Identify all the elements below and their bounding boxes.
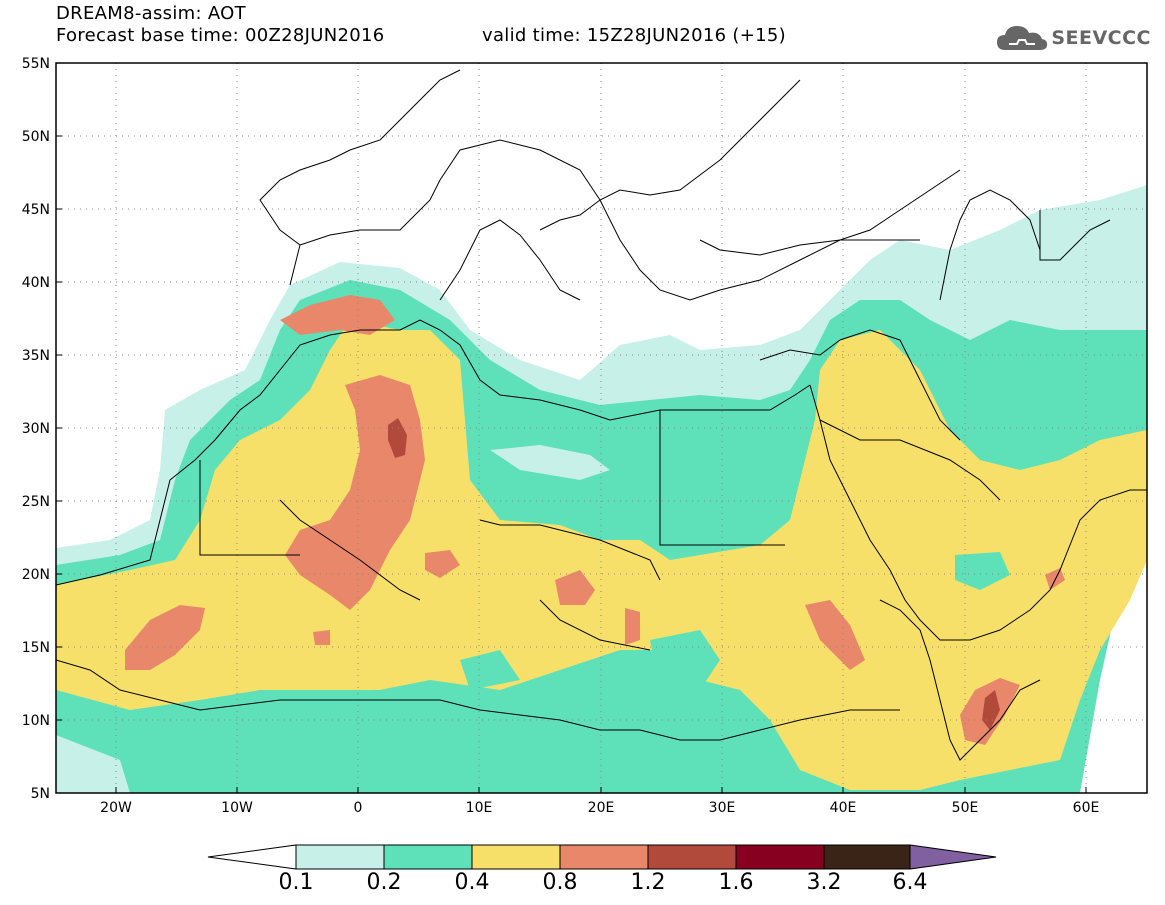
colorbar-swatch xyxy=(559,844,649,870)
lat-label: 55N xyxy=(22,56,50,72)
colorbar-label: 1.2 xyxy=(630,870,666,895)
lat-label: 40N xyxy=(22,275,50,291)
lat-label: 20N xyxy=(22,567,50,583)
lat-label: 15N xyxy=(22,640,50,656)
lat-label: 10N xyxy=(22,713,50,729)
aot-patch-5 xyxy=(490,445,610,480)
aot-patch-9 xyxy=(555,570,595,605)
aot-patch-6 xyxy=(280,295,395,335)
colorbar-swatch xyxy=(383,844,473,870)
lon-label: 30E xyxy=(709,800,736,816)
aot-patch-13 xyxy=(625,608,640,645)
colorbar-swatch xyxy=(295,844,385,870)
colorbar-swatch xyxy=(823,844,911,870)
aot-patch-4 xyxy=(460,650,520,690)
colorbar-swatch xyxy=(735,844,825,870)
colorbar-under-arrow xyxy=(207,844,297,870)
valid-time: valid time: 15Z28JUN2016 (+15) xyxy=(482,25,786,46)
colorbar-label: 1.6 xyxy=(718,870,754,895)
lon-label: 10E xyxy=(466,800,493,816)
aot-patch-10 xyxy=(805,600,865,670)
colorbar-label: 0.1 xyxy=(278,870,314,895)
aot-patch-3 xyxy=(650,630,720,690)
lat-labels: 55N 50N 45N 40N 35N 30N 25N 20N 15N 10N … xyxy=(22,56,50,802)
colorbar-label: 6.4 xyxy=(892,870,928,895)
lat-label: 5N xyxy=(31,786,50,802)
colorbar-label: 3.2 xyxy=(806,870,842,895)
coastlines xyxy=(56,69,1147,761)
aot-patch-14 xyxy=(313,630,330,645)
lon-label: 20E xyxy=(588,800,615,816)
axis-ticks xyxy=(56,62,1087,793)
logo-text: SEEVCCC xyxy=(1051,27,1151,49)
lon-labels: 20W 10W 0 10E 20E 30E 40E 50E 60E xyxy=(100,800,1099,816)
lon-label: 20W xyxy=(100,800,132,816)
aot-patch-7 xyxy=(125,605,205,670)
lon-label: 50E xyxy=(952,800,979,816)
aot-patch-2 xyxy=(955,552,1010,590)
lon-label: 10W xyxy=(221,800,253,816)
lat-label: 50N xyxy=(22,129,50,145)
colorbar-swatch xyxy=(471,844,561,870)
map-title: DREAM8-assim: AOT xyxy=(56,3,246,24)
colorbar-swatch xyxy=(647,844,737,870)
colorbar-label: 0.2 xyxy=(366,870,402,895)
lon-label: 60E xyxy=(1073,800,1100,816)
lat-label: 25N xyxy=(22,494,50,510)
seevccc-logo: SEEVCCC xyxy=(995,22,1151,54)
aot-patch-8 xyxy=(425,550,460,578)
colorbar-label: 0.8 xyxy=(542,870,578,895)
lon-label: 40E xyxy=(830,800,857,816)
lat-label: 35N xyxy=(22,348,50,364)
colorbar-label: 0.4 xyxy=(454,870,490,895)
lon-label: 0 xyxy=(354,800,363,816)
lat-label: 30N xyxy=(22,421,50,437)
colorbar xyxy=(207,844,997,870)
cloud-icon xyxy=(997,26,1048,50)
lat-label: 45N xyxy=(22,202,50,218)
colorbar-over-arrow xyxy=(909,844,997,870)
forecast-base-time: Forecast base time: 00Z28JUN2016 xyxy=(56,25,385,46)
